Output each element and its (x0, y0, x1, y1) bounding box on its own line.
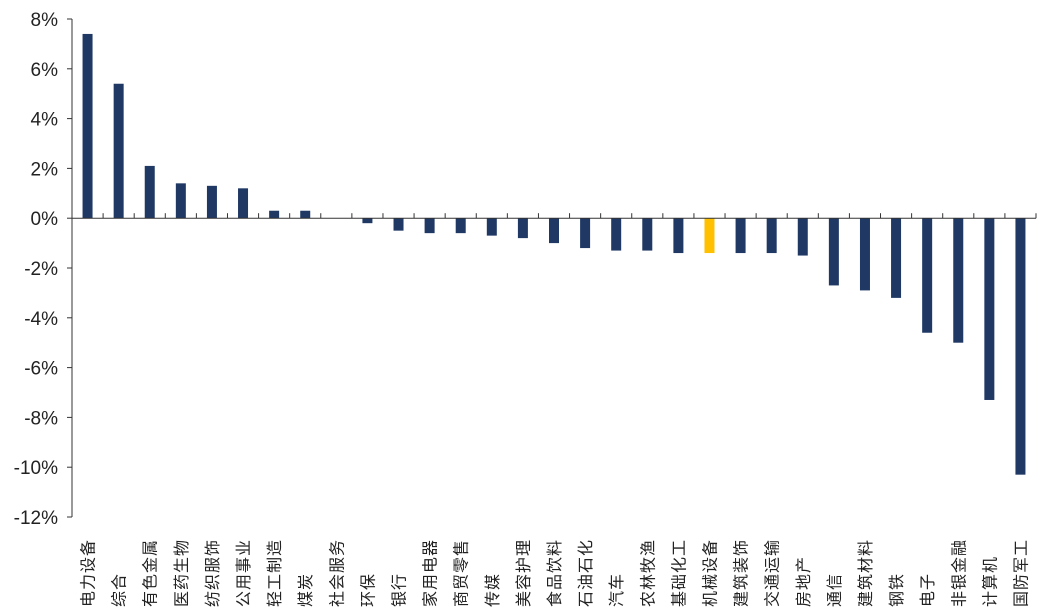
bar (269, 210, 280, 219)
bar (424, 218, 435, 234)
y-tick-label: -2% (24, 259, 58, 280)
bar (922, 218, 933, 333)
category-labels: 电力设备 综合 有色金属 医药生物 纺织服饰 公用事业 轻工制造 煤炭 社会服务 环保 银行 家用电器… (79, 539, 1031, 607)
category-label: 石油石化 (576, 539, 595, 607)
category-label: 电力设备 (79, 539, 98, 607)
bar (362, 218, 373, 224)
category-label: 纺织服饰 (203, 539, 222, 607)
bar (859, 218, 870, 291)
category-label: 计算机 (980, 556, 999, 607)
category-label: 电子 (918, 573, 937, 607)
category-label: 汽车 (607, 573, 626, 607)
category-label: 交通运输 (763, 539, 782, 607)
bar (113, 83, 124, 219)
category-label: 通信 (825, 573, 844, 607)
bar (393, 218, 404, 231)
bar (580, 218, 591, 249)
category-label: 机械设备 (700, 539, 719, 607)
category-label: 有色金属 (141, 539, 160, 607)
bars (82, 33, 1026, 475)
y-tick-label: -8% (24, 408, 58, 429)
category-label: 钢铁 (887, 573, 906, 607)
y-axis: 8% 6% 4% 2% 0% -2% -4% -6% -8% -10% -12% (14, 10, 73, 529)
category-label: 基础化工 (669, 539, 688, 607)
y-tick-label: -6% (24, 359, 58, 380)
category-label: 轻工制造 (265, 539, 284, 607)
bar (642, 218, 653, 251)
category-label: 综合 (110, 573, 129, 607)
y-tick-label: -4% (24, 309, 58, 330)
bar (206, 185, 217, 219)
y-tick-label: 8% (31, 10, 59, 31)
category-label: 环保 (358, 573, 377, 607)
bar (704, 218, 715, 254)
bar (517, 218, 528, 239)
bar (984, 218, 995, 400)
bar (455, 218, 466, 234)
bar (611, 218, 622, 251)
category-label: 国防军工 (1011, 539, 1030, 607)
y-tick-label: 6% (31, 60, 59, 81)
bar (238, 188, 249, 219)
y-tick-label: -12% (14, 508, 58, 529)
category-label: 社会服务 (327, 539, 346, 607)
category-label: 公用事业 (234, 539, 253, 607)
bar (797, 218, 808, 256)
category-label: 银行 (390, 573, 409, 607)
category-label: 建筑装饰 (732, 539, 751, 607)
bar (549, 218, 559, 244)
y-tick-label: 4% (31, 110, 59, 131)
y-tick-label: 2% (31, 159, 59, 180)
bar (1015, 218, 1026, 475)
bar (828, 218, 839, 286)
bar (735, 218, 746, 254)
category-label: 建筑材料 (856, 539, 875, 607)
bar (300, 210, 311, 219)
category-label: 煤炭 (296, 573, 315, 607)
bar (82, 33, 93, 219)
category-label: 食品饮料 (545, 539, 564, 607)
category-label: 美容护理 (514, 539, 533, 607)
bar (766, 218, 777, 254)
category-label: 传媒 (483, 573, 502, 607)
y-tick-label: -10% (14, 458, 58, 479)
category-label: 农林牧渔 (638, 539, 657, 607)
x-axis (71, 213, 1037, 219)
bar (891, 218, 902, 298)
y-tick-label: 0% (31, 209, 59, 230)
category-label: 医药生物 (172, 539, 191, 607)
bar (486, 218, 497, 236)
category-label: 非银金融 (949, 539, 968, 607)
bar (953, 218, 964, 343)
bar (673, 218, 684, 254)
bar (175, 183, 186, 219)
category-label: 家用电器 (421, 539, 440, 607)
bar (144, 165, 155, 219)
category-label: 商贸零售 (452, 539, 471, 607)
category-label: 房地产 (794, 556, 813, 607)
